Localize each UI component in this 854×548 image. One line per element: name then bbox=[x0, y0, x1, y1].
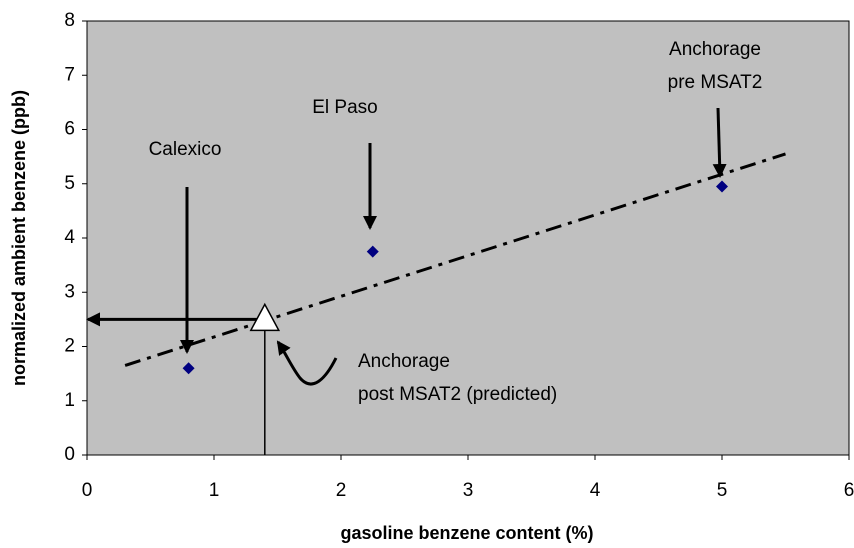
plot-area bbox=[86, 20, 850, 456]
x-axis-title: gasoline benzene content (%) bbox=[340, 523, 593, 543]
plot-layer bbox=[86, 152, 786, 455]
y-tick-label: 8 bbox=[64, 10, 75, 31]
annotation: Anchorage bbox=[669, 39, 761, 60]
predicted-point bbox=[249, 302, 281, 332]
y-tick-label: 2 bbox=[64, 336, 75, 357]
x-tick-label: 2 bbox=[336, 480, 347, 501]
curved-arrow bbox=[276, 340, 338, 386]
trendline bbox=[124, 152, 786, 367]
annotation: post MSAT2 (predicted) bbox=[358, 384, 557, 405]
y-tick-label: 5 bbox=[64, 173, 75, 194]
y-tick-label: 7 bbox=[64, 64, 75, 85]
arrow bbox=[712, 107, 727, 178]
y-tick-label: 6 bbox=[64, 119, 75, 140]
point bbox=[716, 180, 728, 193]
y-tick-label: 1 bbox=[64, 390, 75, 411]
x-tick-label: 3 bbox=[463, 480, 474, 501]
y-tick-label: 3 bbox=[64, 281, 75, 302]
x-tick-label: 6 bbox=[844, 480, 854, 501]
point bbox=[366, 245, 379, 258]
x-tick-label: 1 bbox=[209, 480, 220, 501]
annotation: El Paso bbox=[312, 97, 377, 118]
x-tick-label: 5 bbox=[717, 480, 728, 501]
annotation: Calexico bbox=[149, 139, 222, 160]
annotation: Anchorage bbox=[358, 351, 450, 372]
point bbox=[182, 362, 195, 375]
annotation: pre MSAT2 bbox=[668, 72, 763, 93]
y-tick-label: 4 bbox=[64, 227, 75, 248]
y-tick-label: 0 bbox=[64, 444, 75, 465]
y-axis-title: normalized ambient benzene (ppb) bbox=[9, 90, 29, 386]
x-tick-label: 0 bbox=[82, 480, 93, 501]
x-tick-label: 4 bbox=[590, 480, 601, 501]
